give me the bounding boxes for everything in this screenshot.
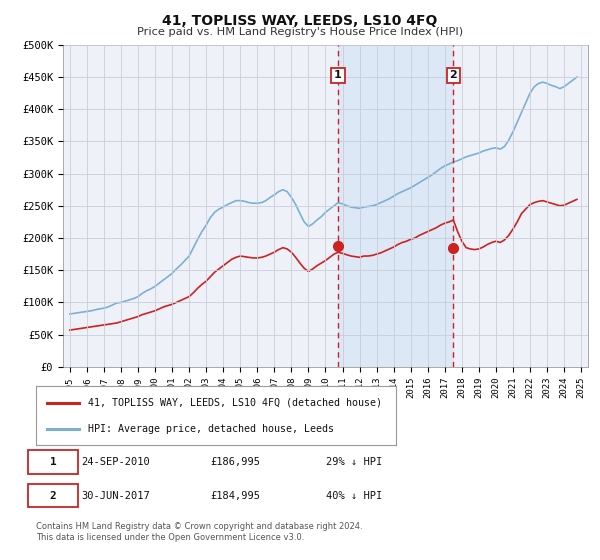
Text: HPI: Average price, detached house, Leeds: HPI: Average price, detached house, Leed… [88, 424, 334, 434]
Text: This data is licensed under the Open Government Licence v3.0.: This data is licensed under the Open Gov… [36, 533, 304, 542]
Text: 1: 1 [334, 71, 342, 81]
Text: 2: 2 [449, 71, 457, 81]
Text: 40% ↓ HPI: 40% ↓ HPI [326, 491, 383, 501]
Text: 41, TOPLISS WAY, LEEDS, LS10 4FQ (detached house): 41, TOPLISS WAY, LEEDS, LS10 4FQ (detach… [88, 398, 382, 408]
Text: £186,995: £186,995 [210, 457, 260, 467]
Text: 29% ↓ HPI: 29% ↓ HPI [326, 457, 383, 467]
Text: Contains HM Land Registry data © Crown copyright and database right 2024.: Contains HM Land Registry data © Crown c… [36, 522, 362, 531]
Text: £184,995: £184,995 [210, 491, 260, 501]
Text: Price paid vs. HM Land Registry's House Price Index (HPI): Price paid vs. HM Land Registry's House … [137, 27, 463, 37]
Text: 2: 2 [50, 491, 56, 501]
Bar [338, 45, 454, 367]
Text: 1: 1 [50, 457, 56, 467]
FancyBboxPatch shape [28, 484, 78, 507]
Text: 41, TOPLISS WAY, LEEDS, LS10 4FQ: 41, TOPLISS WAY, LEEDS, LS10 4FQ [163, 14, 437, 28]
Text: 24-SEP-2010: 24-SEP-2010 [81, 457, 149, 467]
FancyBboxPatch shape [28, 450, 78, 474]
Text: 30-JUN-2017: 30-JUN-2017 [81, 491, 149, 501]
